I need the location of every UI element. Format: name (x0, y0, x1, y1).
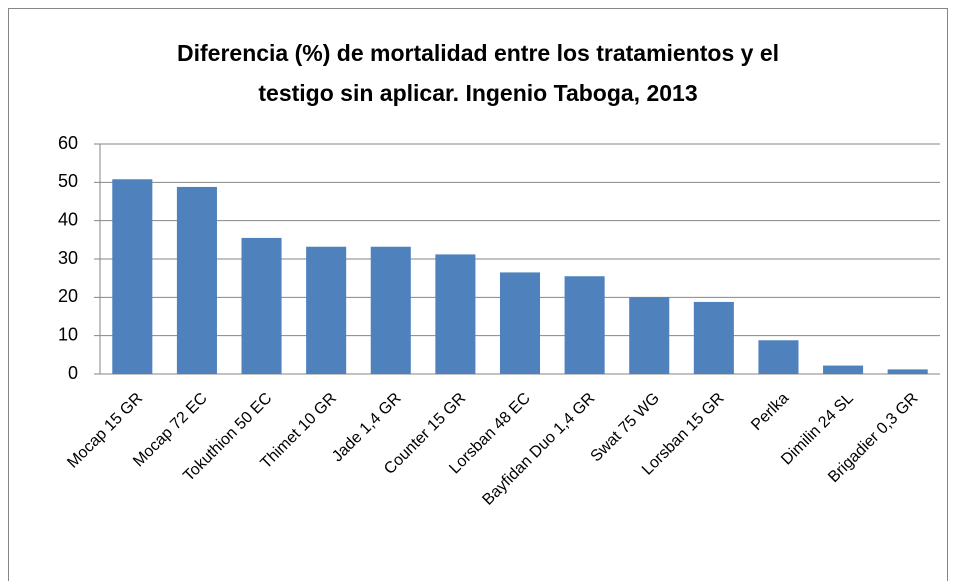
y-tick-label: 40 (58, 209, 78, 229)
chart-title: testigo sin aplicar. Ingenio Taboga, 201… (258, 80, 697, 106)
y-tick-label: 50 (58, 171, 78, 191)
bar (564, 276, 605, 374)
y-tick-label: 0 (68, 363, 78, 383)
bar (693, 301, 734, 374)
bar (887, 369, 928, 374)
y-tick-label: 20 (58, 286, 78, 306)
bar (823, 365, 864, 374)
chart-border (8, 8, 948, 581)
bar (112, 179, 153, 374)
bar (241, 237, 282, 374)
chart-title: Diferencia (%) de mortalidad entre los t… (177, 40, 779, 66)
bar (370, 246, 411, 374)
y-tick-label: 10 (58, 324, 78, 344)
y-tick-label: 60 (58, 133, 78, 153)
bar (629, 297, 670, 374)
bar (306, 246, 347, 374)
bar (435, 254, 476, 374)
bar (758, 340, 799, 374)
bar (499, 272, 541, 374)
y-tick-label: 30 (58, 248, 78, 268)
bar (176, 186, 217, 374)
